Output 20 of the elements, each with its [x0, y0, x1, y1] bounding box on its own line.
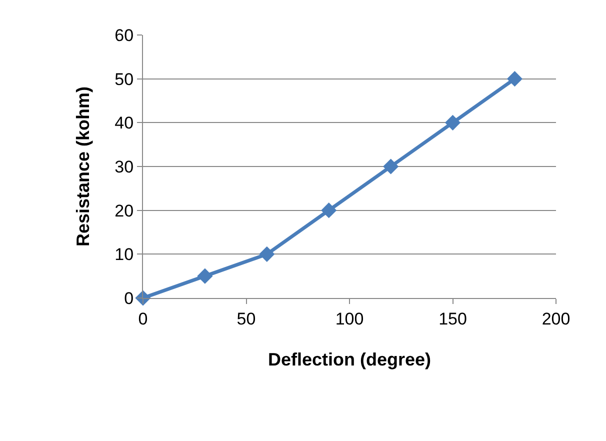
point — [383, 158, 399, 174]
x-tick-label: 50 — [236, 309, 256, 328]
point — [506, 71, 522, 87]
x-tick-label: 200 — [542, 309, 570, 328]
point — [197, 268, 213, 284]
x-axis-title: Deflection (degree) — [268, 350, 432, 370]
y-tick-label: 50 — [114, 70, 134, 89]
y-axis-title: Resistance (kohm) — [72, 86, 93, 247]
x-tick-label: 0 — [138, 309, 148, 328]
point — [321, 202, 337, 218]
point — [444, 114, 461, 130]
y-tick-label: 30 — [114, 157, 134, 176]
y-tick-label: 0 — [124, 288, 134, 308]
point — [259, 246, 275, 262]
y-tick-label: 10 — [114, 245, 134, 264]
y-tick-label: 40 — [114, 114, 134, 133]
x-tick-label: 100 — [335, 309, 364, 328]
y-tick-label: 20 — [114, 201, 134, 220]
y-tick-label: 60 — [114, 26, 134, 45]
x-tick-label: 150 — [438, 309, 467, 328]
